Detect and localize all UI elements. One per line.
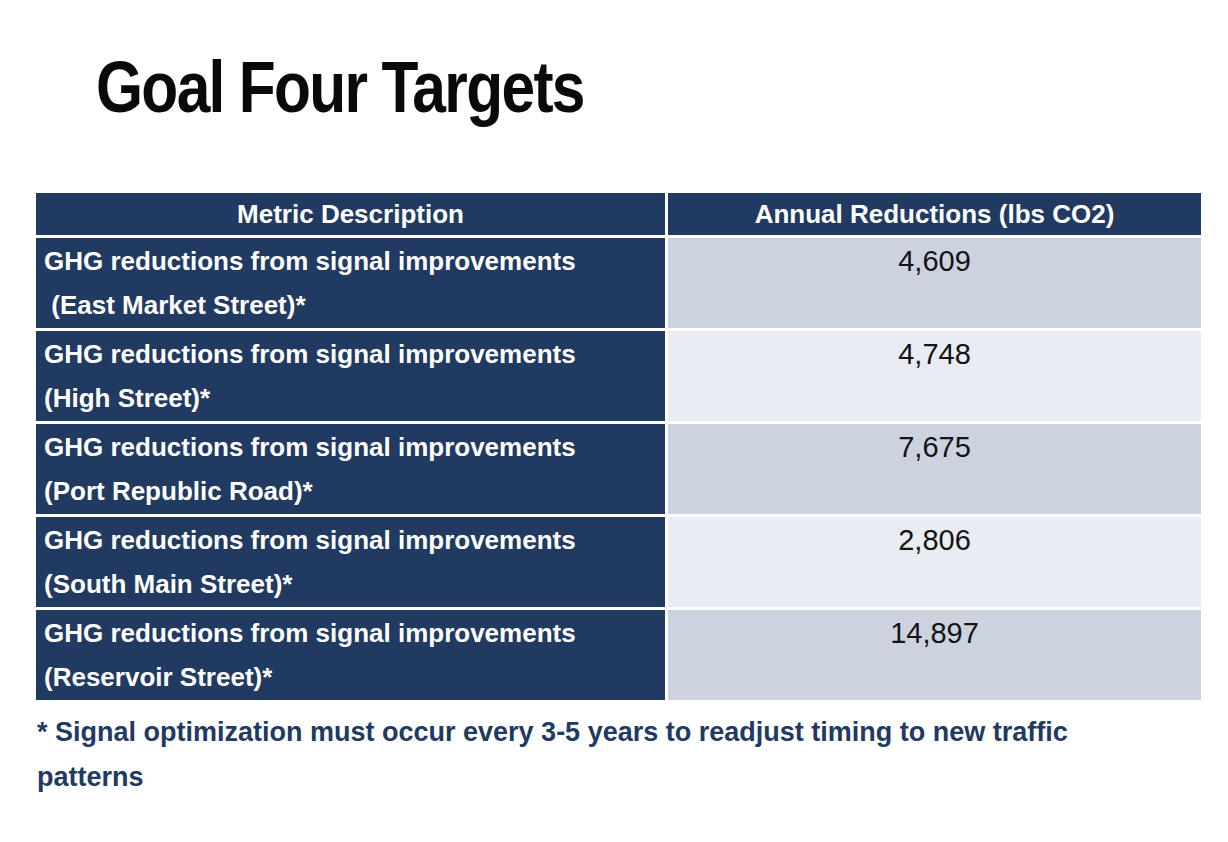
slide: Goal Four Targets Metric Description Ann… [0,0,1228,842]
table-row: GHG reductions from signal improvements … [36,238,1201,328]
metric-cell-reservoir-street: GHG reductions from signal improvements … [36,610,665,700]
value-cell-high-street: 4,748 [668,331,1201,421]
column-header-annual-reductions: Annual Reductions (lbs CO2) [668,193,1201,235]
table-row: GHG reductions from signal improvements … [36,610,1201,700]
value-cell-east-market-street: 4,609 [668,238,1201,328]
metric-cell-east-market-street: GHG reductions from signal improvements … [36,238,665,328]
metric-cell-port-republic-road: GHG reductions from signal improvements … [36,424,665,514]
value-cell-reservoir-street: 14,897 [668,610,1201,700]
targets-table: Metric Description Annual Reductions (lb… [33,190,1204,703]
value-cell-south-main-street: 2,806 [668,517,1201,607]
metric-cell-high-street: GHG reductions from signal improvements … [36,331,665,421]
table-row: GHG reductions from signal improvements … [36,424,1201,514]
footnote-line-2: patterns [37,755,1217,800]
table-row: GHG reductions from signal improvements … [36,331,1201,421]
value-cell-port-republic-road: 7,675 [668,424,1201,514]
table-row: GHG reductions from signal improvements … [36,517,1201,607]
column-header-metric-description: Metric Description [36,193,665,235]
page-title: Goal Four Targets [96,46,584,128]
footnote-line-1: * Signal optimization must occur every 3… [37,710,1217,755]
metric-cell-south-main-street: GHG reductions from signal improvements … [36,517,665,607]
table-header-row: Metric Description Annual Reductions (lb… [36,193,1201,235]
footnote: * Signal optimization must occur every 3… [37,710,1217,800]
